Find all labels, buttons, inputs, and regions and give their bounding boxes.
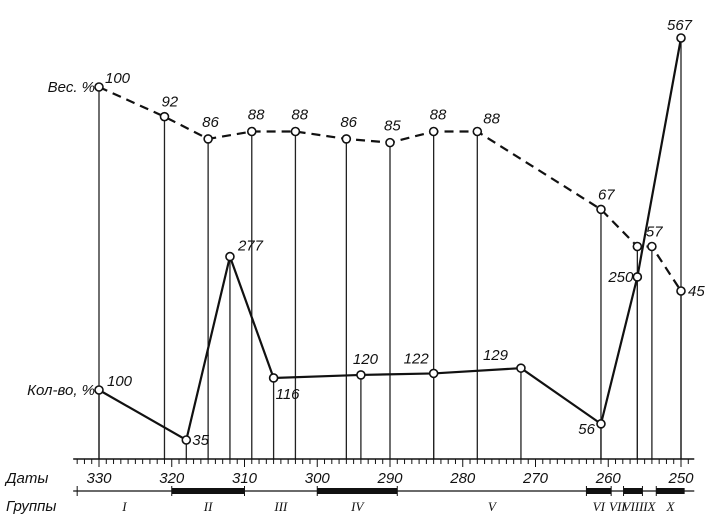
quantity-data-label: 116: [276, 386, 301, 403]
group-segment: [317, 488, 398, 494]
weight-data-label: 88: [483, 111, 500, 128]
weight-data-label: 85: [384, 118, 401, 135]
group-label: VI: [593, 499, 606, 514]
date-tick-label: 250: [667, 470, 694, 487]
quantity-point: [268, 373, 279, 383]
quantity-point: [676, 33, 686, 43]
quantity-point: [596, 419, 606, 429]
group-label: IV: [350, 499, 365, 514]
weight-data-label: 92: [161, 94, 178, 111]
group-label: II: [203, 499, 213, 514]
group-segment: [586, 488, 612, 494]
weight-point: [246, 126, 257, 137]
date-tick-label: 330: [86, 470, 112, 487]
quantity-data-label: 35: [192, 432, 209, 449]
weight-point: [94, 82, 104, 92]
weight-point: [676, 286, 686, 296]
weight-point: [596, 204, 606, 215]
date-tick-label: 320: [159, 470, 185, 487]
series-points: [94, 33, 686, 445]
weight-data-label: 88: [248, 107, 265, 124]
weight-point: [632, 241, 643, 252]
weight-data-label: 45: [688, 283, 705, 300]
quantity-data-label: 250: [607, 269, 634, 286]
weight-point: [159, 111, 170, 122]
quantity-data-label: 277: [237, 238, 264, 255]
group-segment: [171, 488, 245, 494]
date-tick-label: 310: [232, 470, 258, 487]
weight-data-label: 67: [598, 186, 615, 203]
quantity-data-label: 129: [483, 347, 509, 364]
weight-data-label: 86: [202, 114, 219, 131]
weight-data-label: 88: [430, 107, 447, 124]
weight-point: [290, 126, 301, 137]
quantity-data-label: 56: [578, 421, 595, 438]
data-labels: 100 92 86 88 88 86 85 88 88 67 57 45 100 35 277 116 120 1…: [105, 17, 705, 449]
weight-data-label: 88: [291, 107, 308, 124]
date-tick-label: 300: [305, 470, 331, 487]
quantity-data-label: 120: [353, 351, 379, 368]
group-label: IX: [642, 499, 656, 514]
date-tick-label: 270: [522, 470, 549, 487]
vertical-guides: [98, 38, 682, 459]
date-tick-label: 280: [449, 470, 476, 487]
quantity-data-label: 100: [107, 373, 133, 390]
weight-point: [203, 134, 213, 144]
weight-data-label: 57: [646, 223, 663, 240]
group-label: V: [488, 499, 498, 514]
quantity-point: [94, 385, 104, 395]
weight-point: [472, 126, 483, 137]
quantity-point: [181, 435, 192, 445]
dates-axis-title: Даты: [4, 470, 48, 487]
group-label: III: [273, 499, 288, 514]
quantity-point: [225, 251, 235, 262]
group-segment: [623, 488, 643, 494]
weight-point: [341, 134, 352, 144]
group-label: VII: [609, 499, 626, 514]
weight-point: [428, 126, 439, 137]
quantity-point: [632, 272, 643, 282]
quantity-point: [516, 363, 526, 373]
group-label: VIII: [623, 499, 645, 514]
group-label: X: [665, 499, 675, 514]
weight-point: [647, 241, 657, 252]
quantity-series-line: [98, 37, 683, 442]
quantity-series-label: Кол-во, %: [27, 382, 95, 399]
group-segment: [656, 488, 685, 494]
quantity-data-label: 567: [667, 17, 693, 34]
date-tick-label: 290: [376, 470, 403, 487]
weight-series-label: Вес. %: [48, 79, 95, 96]
weight-data-label: 100: [105, 70, 131, 87]
quantity-point: [428, 368, 439, 379]
date-tick-label: 260: [595, 470, 622, 487]
quantity-point: [356, 370, 366, 380]
weight-data-label: 86: [340, 114, 357, 131]
groups-axis-title: Группы: [6, 498, 56, 515]
group-label: I: [121, 499, 127, 514]
weight-point: [385, 137, 395, 148]
quantity-data-label: 122: [404, 350, 430, 367]
